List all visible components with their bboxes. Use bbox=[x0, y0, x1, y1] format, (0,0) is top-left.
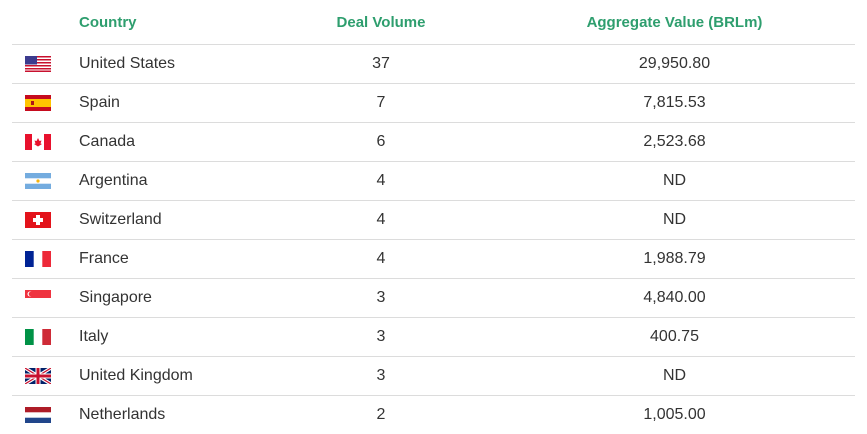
flag-cell bbox=[12, 279, 73, 318]
value-cell: 2 bbox=[268, 396, 494, 434]
country-cell: Singapore bbox=[73, 279, 268, 318]
value-cell: 29,950.80 bbox=[494, 45, 855, 84]
value-cell: 4 bbox=[268, 201, 494, 240]
flag-cell bbox=[12, 318, 73, 357]
flag-icon bbox=[25, 56, 51, 72]
country-cell: Canada bbox=[73, 123, 268, 162]
value-cell: 37 bbox=[268, 45, 494, 84]
value-cell: 3 bbox=[268, 279, 494, 318]
value-cell: ND bbox=[494, 162, 855, 201]
country-cell: Italy bbox=[73, 318, 268, 357]
flag-icon bbox=[25, 212, 51, 228]
value-cell: 4,840.00 bbox=[494, 279, 855, 318]
flag-icon bbox=[25, 173, 51, 189]
value-cell: 7 bbox=[268, 84, 494, 123]
flag-cell bbox=[12, 84, 73, 123]
flag-cell bbox=[12, 240, 73, 279]
flag-cell bbox=[12, 123, 73, 162]
value-cell: ND bbox=[494, 201, 855, 240]
value-cell: 1,005.00 bbox=[494, 396, 855, 434]
flag-icon bbox=[25, 251, 51, 267]
value-cell: 7,815.53 bbox=[494, 84, 855, 123]
country-cell: Spain bbox=[73, 84, 268, 123]
flag-cell bbox=[12, 201, 73, 240]
value-cell: 2,523.68 bbox=[494, 123, 855, 162]
flag-cell bbox=[12, 162, 73, 201]
flag-icon bbox=[25, 95, 51, 111]
deal-table: Country Deal Volume Aggregate Value (BRL… bbox=[12, 0, 855, 434]
flag-icon bbox=[25, 368, 51, 384]
value-cell: 400.75 bbox=[494, 318, 855, 357]
country-cell: Argentina bbox=[73, 162, 268, 201]
flag-cell bbox=[12, 45, 73, 84]
header-row: Country Deal Volume Aggregate Value (BRL… bbox=[12, 0, 855, 45]
country-cell: Switzerland bbox=[73, 201, 268, 240]
value-cell: 3 bbox=[268, 318, 494, 357]
flag-header bbox=[12, 0, 73, 45]
header-cell: Country bbox=[73, 0, 268, 45]
country-cell: France bbox=[73, 240, 268, 279]
flag-icon bbox=[25, 329, 51, 345]
flag-icon bbox=[25, 407, 51, 423]
flag-icon bbox=[25, 290, 51, 306]
value-cell: 4 bbox=[268, 162, 494, 201]
flag-cell bbox=[12, 396, 73, 434]
value-cell: 4 bbox=[268, 240, 494, 279]
flag-icon bbox=[25, 134, 51, 150]
country-cell: United Kingdom bbox=[73, 357, 268, 396]
header-cell: Deal Volume bbox=[268, 0, 494, 45]
value-cell: 1,988.79 bbox=[494, 240, 855, 279]
value-cell: ND bbox=[494, 357, 855, 396]
header-cell: Aggregate Value (BRLm) bbox=[494, 0, 855, 45]
country-cell: Netherlands bbox=[73, 396, 268, 434]
value-cell: 6 bbox=[268, 123, 494, 162]
country-cell: United States bbox=[73, 45, 268, 84]
value-cell: 3 bbox=[268, 357, 494, 396]
flag-cell bbox=[12, 357, 73, 396]
